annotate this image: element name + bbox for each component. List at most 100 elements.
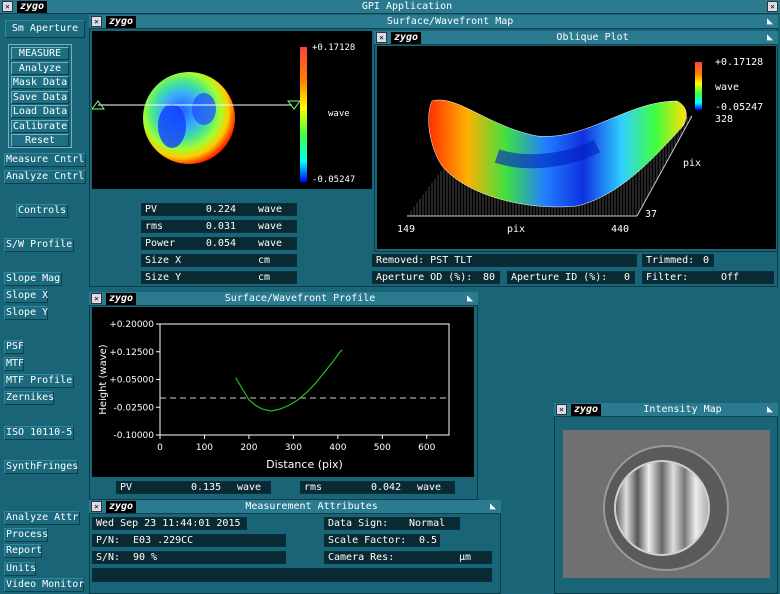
- profile-title: Surface/Wavefront Profile: [224, 293, 376, 304]
- notes-field[interactable]: [92, 568, 492, 582]
- oblique-titlebar: ✕ zygo Oblique Plot ◣: [374, 31, 778, 45]
- zygo-logo: zygo: [106, 15, 137, 28]
- sidebar-button-analyze[interactable]: Analyze: [11, 62, 69, 75]
- surface-map-plot[interactable]: +0.17128 wave -0.05247: [91, 31, 372, 189]
- sidebar-item-controls[interactable]: Controls: [16, 204, 68, 218]
- surface-disk: [143, 72, 235, 164]
- y-tick-label: -0.10000: [114, 431, 155, 441]
- x-tick-label: 0: [157, 443, 163, 453]
- scale-unit-label: wave: [328, 109, 350, 119]
- sidebar-item-video-monitor[interactable]: Video Monitor: [4, 578, 85, 592]
- sidebar-item-zernikes[interactable]: Zernikes: [4, 391, 55, 405]
- oblique-scale-min: -0.05247: [715, 102, 764, 113]
- x-tick-label: 400: [329, 443, 346, 453]
- sidebar-item-s-w-profile[interactable]: S/W Profile: [4, 238, 74, 252]
- oblique-color-scale: [695, 62, 702, 110]
- oblique-x-left: 149: [397, 224, 416, 235]
- x-tick-label: 200: [240, 443, 257, 453]
- zygo-logo: zygo: [391, 31, 422, 44]
- oblique-plot[interactable]: +0.17128 wave -0.05247 328 pix 37 149 pi…: [377, 46, 776, 249]
- close-icon[interactable]: ✕: [91, 501, 102, 512]
- pn-field[interactable]: P/N: E03 .229CC: [92, 534, 286, 547]
- close-icon[interactable]: ✕: [91, 16, 102, 27]
- close-icon[interactable]: ✕: [2, 1, 13, 12]
- sidebar-item-mtf-profile[interactable]: MTF Profile: [4, 374, 74, 388]
- sidebar-item-process[interactable]: Process: [4, 528, 49, 542]
- aperture-od-field: Aperture OD (%): 80: [372, 271, 500, 284]
- sidebar-item-slope-y[interactable]: Slope Y: [4, 306, 49, 320]
- sidebar-item-analyze-attr[interactable]: Analyze Attr: [4, 511, 80, 525]
- x-axis-label: Distance (pix): [266, 458, 343, 471]
- sn-field[interactable]: S/N: 90 %: [92, 551, 286, 564]
- sidebar-button-reset[interactable]: Reset: [11, 134, 69, 147]
- action-button-group: [8, 44, 72, 148]
- zygo-logo: zygo: [106, 292, 137, 305]
- profile-pv-field: PV 0.135 wave: [116, 481, 271, 494]
- color-scale: [300, 47, 307, 182]
- app-title: GPI Application: [361, 1, 453, 12]
- scale-min-label: -0.05247: [312, 175, 356, 185]
- intensity-title: Intensity Map: [643, 404, 722, 415]
- profile-chart-svg: +0.20000 +0.12500 +0.05000 -0.02500 -0.10000…: [98, 320, 450, 471]
- close-icon[interactable]: ✕: [376, 32, 387, 43]
- surface-map-titlebar: ✕ zygo Surface/Wavefront Map ◣: [89, 15, 778, 29]
- resize-icon[interactable]: ◣: [766, 403, 774, 415]
- oblique-y-top: 328: [715, 114, 734, 125]
- sidebar-button-measure[interactable]: MEASURE: [11, 47, 69, 60]
- y-tick-label: -0.02500: [114, 403, 155, 413]
- sidebar-button-mask-data[interactable]: Mask Data: [11, 76, 69, 89]
- app-titlebar: ✕ zygo GPI Application ✕: [0, 0, 780, 14]
- camera-res-field: Camera Res: µm: [324, 551, 492, 564]
- profile-handle-right[interactable]: [287, 100, 301, 110]
- result-pv: PV 0.224 wave: [141, 203, 297, 216]
- result-power: Power 0.054 wave: [141, 237, 297, 250]
- attributes-title: Measurement Attributes: [245, 501, 378, 512]
- oblique-title: Oblique Plot: [556, 32, 629, 43]
- sidebar-item-slope-mag[interactable]: Slope Mag: [4, 272, 62, 286]
- sidebar-button-load-data[interactable]: Load Data: [11, 105, 69, 118]
- sidebar-item-slope-x[interactable]: Slope X: [4, 289, 49, 303]
- sidebar-item-synthfringes[interactable]: SynthFringes: [4, 460, 79, 474]
- profile-chart[interactable]: +0.20000 +0.12500 +0.05000 -0.02500 -0.10000…: [92, 307, 474, 477]
- surface-map-graphic: [91, 47, 307, 182]
- sidebar-item-psf[interactable]: PSF: [4, 340, 25, 354]
- sidebar-item-measure-cntrl[interactable]: Measure Cntrl: [4, 153, 86, 167]
- profile-rms-field: rms 0.042 wave: [300, 481, 455, 494]
- sidebar-button-save-data[interactable]: Save Data: [11, 91, 69, 104]
- data-sign-field: Data Sign: Normal: [324, 517, 460, 530]
- resize-icon[interactable]: ◣: [766, 15, 774, 27]
- surface-map-title: Surface/Wavefront Map: [386, 16, 514, 27]
- oblique-x-right: 440: [611, 224, 630, 235]
- resize-icon[interactable]: ◣: [466, 292, 474, 304]
- intensity-graphic: [563, 430, 770, 578]
- plot-area: [159, 323, 450, 436]
- close-icon[interactable]: ✕: [556, 404, 567, 415]
- fringe-disk: [614, 460, 710, 556]
- aperture-selector[interactable]: Sm Aperture: [5, 20, 85, 38]
- intensity-image[interactable]: [563, 430, 770, 578]
- sidebar-item-analyze-cntrl[interactable]: Analyze Cntrl: [4, 170, 86, 184]
- zygo-logo: zygo: [106, 500, 137, 513]
- profile-series-line: [235, 349, 343, 412]
- y-tick-label: +0.20000: [109, 320, 154, 330]
- oblique-scale-unit: wave: [715, 82, 740, 93]
- resize-icon[interactable]: ◣: [766, 31, 774, 43]
- oblique-graphic: [407, 62, 702, 217]
- close-icon[interactable]: ✕: [91, 293, 102, 304]
- sidebar-item-mtf[interactable]: MTF: [4, 357, 25, 371]
- sidebar-item-report[interactable]: Report: [4, 544, 43, 558]
- y-tick-label: +0.05000: [109, 376, 154, 386]
- oblique-y-bottom: 37: [645, 209, 658, 220]
- close-icon[interactable]: ✕: [767, 1, 778, 12]
- scale-factor-field: Scale Factor: 0.5: [324, 534, 440, 547]
- aperture-id-field: Aperture ID (%): 0: [507, 271, 635, 284]
- profile-handle-left[interactable]: [91, 100, 105, 110]
- zygo-logo: zygo: [571, 403, 602, 416]
- sidebar-item-units[interactable]: Units: [4, 562, 37, 576]
- x-tick-label: 500: [374, 443, 391, 453]
- sidebar-button-calibrate[interactable]: Calibrate: [11, 120, 69, 133]
- date-field: Wed Sep 23 11:44:01 2015: [92, 517, 247, 530]
- sidebar-item-iso-10110-5[interactable]: ISO 10110-5: [4, 426, 74, 440]
- resize-icon[interactable]: ◣: [489, 500, 497, 512]
